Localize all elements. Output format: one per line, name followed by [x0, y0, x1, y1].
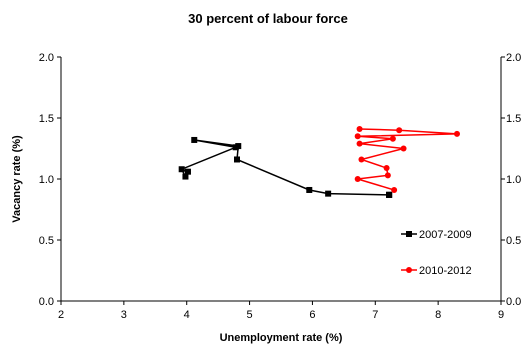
data-point — [383, 165, 390, 172]
y-tick-label: 1.0 — [39, 174, 54, 186]
data-point — [454, 130, 460, 137]
x-tick-label: 7 — [372, 309, 378, 321]
legend: 2007-2009 2010-2012 — [401, 229, 472, 277]
data-point — [396, 127, 403, 134]
data-point — [235, 143, 242, 150]
legend-item: 2007-2009 — [401, 229, 472, 241]
data-point — [354, 133, 361, 140]
x-tick-label: 8 — [435, 309, 441, 321]
data-point — [400, 145, 407, 152]
series-line — [180, 139, 390, 196]
x-tick-label: 4 — [184, 309, 190, 321]
data-point — [391, 186, 398, 193]
x-tick-label: 6 — [309, 309, 315, 321]
y-tick-label: 2.0 — [39, 52, 54, 64]
x-tick-label: 3 — [121, 309, 127, 321]
data-point — [358, 156, 365, 163]
data-point — [356, 140, 363, 147]
data-point — [325, 190, 332, 197]
legend-marker — [406, 231, 412, 237]
y-axis-label: Vacancy rate (%) — [11, 135, 23, 223]
data-point — [384, 172, 391, 179]
y2-tick-label: 0.5 — [506, 235, 521, 247]
data-point — [356, 125, 363, 132]
chart-title: 30 percent of labour force — [188, 11, 348, 26]
series-2007-2009 — [178, 136, 393, 198]
data-point — [191, 136, 198, 143]
data-point — [234, 156, 240, 163]
data-point — [178, 166, 185, 173]
series-line — [357, 128, 458, 191]
y2-tick-label: 0.0 — [506, 296, 521, 308]
data-point — [386, 191, 393, 198]
data-point — [389, 135, 396, 142]
x-axis-label: Unemployment rate (%) — [220, 332, 343, 344]
x-tick-label: 9 — [498, 309, 504, 321]
y2-tick-label: 1.0 — [506, 174, 521, 186]
data-point — [184, 168, 191, 175]
data-point — [354, 176, 361, 182]
series-layer — [178, 125, 460, 198]
x-tick-label: 5 — [247, 309, 253, 321]
y-tick-label: 1.5 — [39, 113, 54, 125]
y2-tick-label: 2.0 — [506, 52, 521, 64]
data-point — [182, 173, 189, 180]
axes: 2 3 4 5 6 7 8 90.00.51.01.52.00.00.51.01.52.0 — [39, 52, 522, 321]
legend-marker — [406, 267, 412, 273]
series-2010-2012 — [354, 125, 460, 193]
legend-label: 2007-2009 — [419, 229, 472, 241]
legend-label: 2010-2012 — [419, 265, 472, 277]
legend-item: 2010-2012 — [401, 265, 472, 277]
y2-tick-label: 1.5 — [506, 113, 521, 125]
data-point — [306, 186, 313, 193]
y-tick-label: 0.0 — [39, 296, 54, 308]
y-tick-label: 0.5 — [39, 235, 54, 247]
x-tick-label: 2 — [58, 309, 64, 321]
